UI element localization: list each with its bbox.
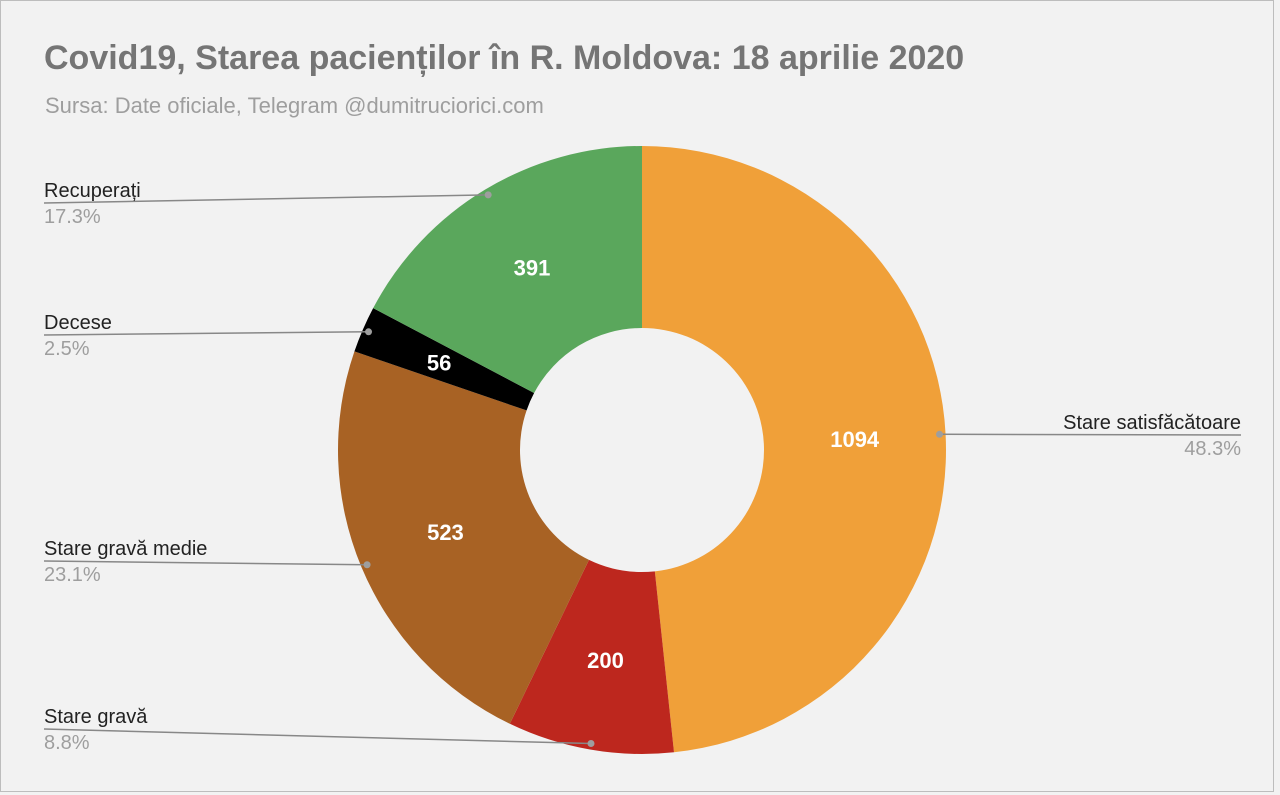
leader-line-stare-grava-medie — [43, 560, 368, 566]
value-label-stare-satisfacatoare: 1094 — [830, 427, 880, 452]
slice-label-stare-grava-medie: Stare gravă medie — [44, 538, 207, 560]
labels: 1094 Stare satisfăcătoare 48.3% 200 Stare gr… — [44, 180, 1241, 754]
leader-lines — [43, 191, 1242, 748]
slice-stare-satisfacatoare[interactable] — [642, 146, 946, 753]
leader-dot-recuperati — [484, 191, 492, 199]
leader-line-stare-grava — [43, 728, 592, 745]
slice-label-stare-satisfacatoare: Stare satisfăcătoare — [1063, 412, 1241, 434]
slice-decese[interactable] — [354, 308, 535, 411]
leader-line-decese — [43, 331, 369, 336]
leader-line-stare-satisfacatoare — [939, 433, 1242, 436]
slice-percent-decese: 2.5% — [44, 338, 90, 360]
slice-label-decese: Decese — [44, 312, 112, 334]
value-label-stare-grava: 200 — [587, 648, 624, 673]
slices — [337, 146, 946, 754]
value-label-stare-grava-medie: 523 — [427, 520, 464, 545]
slice-stare-grava-medie[interactable] — [337, 351, 589, 724]
value-label-decese: 56 — [427, 350, 451, 375]
chart-title: Covid19, Starea pacienților în R. Moldov… — [44, 39, 965, 77]
slice-label-stare-grava: Stare gravă — [44, 706, 148, 728]
leader-dot-decese — [365, 328, 373, 336]
leader-dot-stare-grava-medie — [363, 561, 371, 569]
leader-dot-stare-grava — [587, 740, 595, 748]
slice-label-recuperati: Recuperați — [44, 180, 141, 202]
leader-dot-stare-satisfacatoare — [936, 430, 944, 438]
slice-recuperati[interactable] — [373, 146, 642, 394]
chart-subtitle: Sursa: Date oficiale, Telegram @dumitruc… — [45, 93, 544, 118]
slice-percent-stare-grava-medie: 23.1% — [44, 564, 101, 586]
slice-stare-grava[interactable] — [509, 559, 675, 754]
value-label-recuperati: 391 — [514, 256, 551, 281]
slice-percent-stare-grava: 8.8% — [44, 732, 90, 754]
leader-line-recuperati — [43, 194, 489, 204]
slice-percent-recuperati: 17.3% — [44, 206, 101, 228]
slice-percent-stare-satisfacatoare: 48.3% — [1184, 438, 1241, 460]
